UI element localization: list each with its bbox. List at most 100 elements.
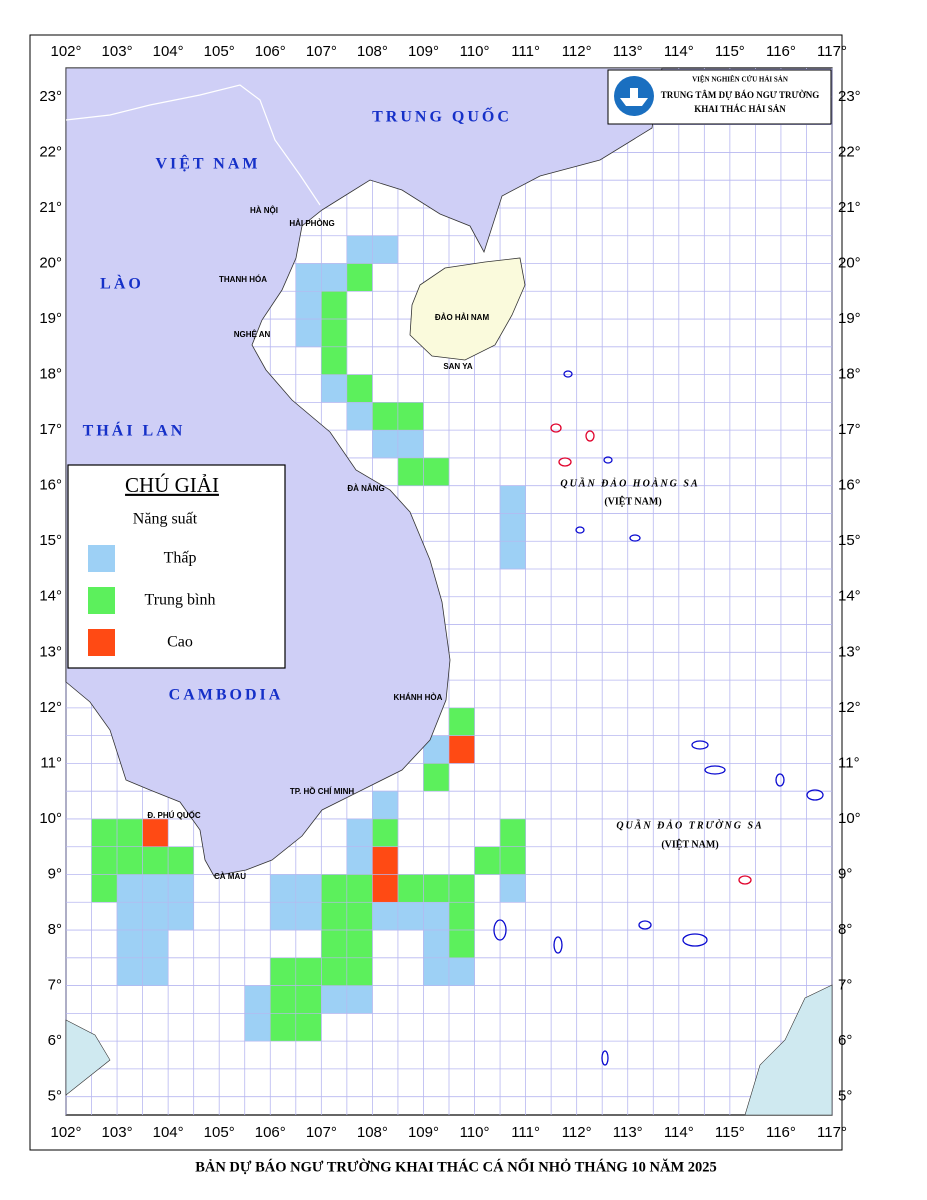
forecast-cell [269, 901, 297, 931]
forecast-cell [423, 874, 450, 903]
forecast-cell [346, 957, 373, 986]
forecast-cell [372, 235, 399, 264]
forecast-cell [423, 763, 450, 792]
forecast-cell [372, 901, 399, 931]
lat-tick-label: 9° [48, 865, 62, 882]
lat-tick-label: 11° [838, 754, 860, 771]
lon-tick-label: 105° [204, 43, 235, 60]
forecast-cell [397, 901, 424, 931]
forecast-cell [397, 402, 424, 431]
lat-tick-label: 13° [39, 643, 62, 660]
legend-label: Trung bình [145, 592, 216, 609]
forecast-cell [448, 874, 475, 903]
lon-tick-label: 108° [357, 43, 388, 60]
lon-tick-label: 114° [664, 43, 694, 60]
forecast-cell [244, 985, 271, 1014]
forecast-cell [372, 874, 399, 903]
forecast-cell [499, 540, 526, 570]
forecast-cell [499, 846, 526, 875]
lat-tick-label: 16° [838, 477, 861, 494]
lat-tick-label: 17° [39, 421, 62, 438]
legend-swatch [88, 629, 115, 656]
legend-swatch [88, 587, 115, 614]
logo-text: VIỆN NGHIÊN CỨU HẢI SẢN [692, 76, 788, 84]
lat-tick-label: 13° [838, 643, 861, 660]
lat-tick-label: 15° [838, 532, 861, 549]
lat-tick-label: 19° [838, 310, 861, 327]
islands [493, 370, 824, 1066]
lon-tick-label: 108° [357, 1124, 388, 1141]
lon-tick-label: 103° [102, 43, 133, 60]
lon-tick-label: 117° [817, 43, 847, 60]
place-label: SAN YA [443, 362, 473, 371]
lat-tick-label: 21° [39, 199, 62, 216]
forecast-cell [116, 929, 143, 959]
lon-tick-label: 111° [511, 1124, 540, 1141]
place-label: HÀ NỘI [250, 206, 278, 215]
place-label: HẢI PHÒNG [289, 219, 334, 228]
lat-tick-label: 6° [48, 1032, 62, 1049]
forecast-cell [423, 957, 450, 986]
lon-tick-label: 113° [613, 43, 643, 60]
land [65, 67, 833, 1116]
lat-tick-label: 19° [39, 310, 62, 327]
logo-box: VIỆN NGHIÊN CỨU HẢI SẢN TRUNG TÂM DỰ BÁO… [607, 69, 832, 125]
lon-tick-label: 106° [255, 43, 286, 60]
forecast-cell [142, 957, 169, 986]
forecast-cell [397, 874, 424, 903]
island [603, 456, 613, 464]
forecast-cell [346, 374, 373, 403]
forecast-cell [321, 901, 348, 931]
forecast-cell [167, 901, 194, 931]
forecast-cell [448, 929, 475, 959]
logo-text: KHAI THÁC HẢI SẢN [694, 104, 786, 114]
forecast-cell [91, 846, 118, 875]
lat-tick-label: 5° [48, 1088, 62, 1105]
legend: CHÚ GIẢI Năng suất Thấp Trung bình Cao [67, 464, 286, 669]
island-label: QUẦN ĐẢO TRƯỜNG SA [616, 819, 763, 831]
hainan [409, 257, 526, 361]
malay-peninsula [65, 1019, 111, 1096]
island [575, 526, 585, 534]
lon-tick-label: 102° [50, 43, 81, 60]
lat-tick-label: 20° [39, 254, 62, 271]
island [806, 789, 824, 801]
forecast-cell [295, 263, 322, 292]
lat-tick-label: 5° [838, 1088, 852, 1105]
border [65, 84, 321, 206]
forecast-cell [346, 929, 373, 959]
island [601, 1050, 609, 1066]
forecast-cell [321, 346, 348, 375]
lon-tick-label: 111° [511, 43, 540, 60]
island [563, 370, 573, 378]
lon-tick-label: 113° [613, 1124, 643, 1141]
lon-tick-label: 114° [664, 1124, 694, 1141]
lat-tick-label: 16° [39, 477, 62, 494]
forecast-cell [321, 318, 348, 348]
forecast-cell [295, 1013, 322, 1042]
mainland [65, 67, 663, 877]
lon-tick-label: 112° [562, 1124, 592, 1141]
island [682, 933, 708, 947]
island [738, 875, 752, 885]
logo-text: TRUNG TÂM DỰ BÁO NGƯ TRƯỜNG [661, 90, 819, 100]
forecast-cell [269, 1013, 297, 1042]
forecast-cell [448, 735, 475, 764]
lon-tick-label: 110° [460, 43, 490, 60]
forecast-cell [397, 429, 424, 459]
lon-tick-label: 115° [715, 43, 745, 60]
forecast-cell [372, 846, 399, 875]
forecast-cell [321, 290, 348, 320]
lat-tick-label: 7° [838, 977, 852, 994]
ticks: 102° 102° 103° 103° 104° 104° 105° 105° 106° 106°… [39, 43, 860, 1141]
lat-tick-label: 8° [838, 921, 852, 938]
forecast-cell [321, 929, 348, 959]
forecast-cell [346, 901, 373, 931]
lat-tick-label: 9° [838, 865, 852, 882]
island-label: ĐẢO HẢI NAM [435, 313, 490, 322]
forecast-cell [269, 957, 297, 986]
forecast-cell [397, 457, 424, 486]
lat-tick-label: 23° [838, 88, 861, 105]
